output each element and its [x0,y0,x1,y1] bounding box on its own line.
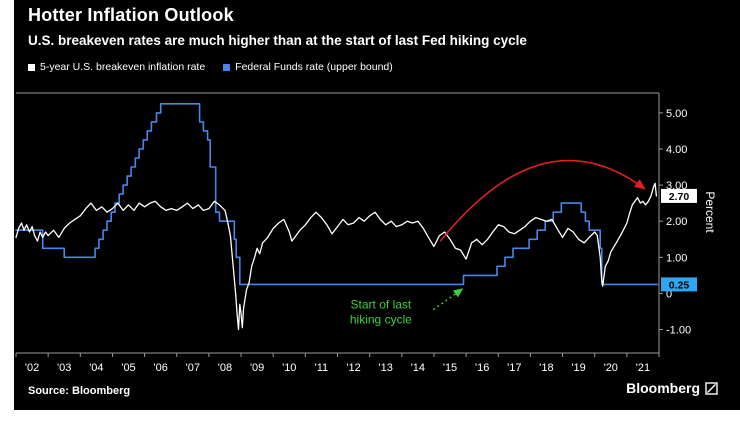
bloomberg-logo: Bloomberg [626,380,726,396]
legend-item-breakeven: 5-year U.S. breakeven inflation rate [28,61,205,73]
value-badge-text: 2.70 [669,191,690,203]
x-tick-label: '15 [443,362,457,374]
x-tick-label: '17 [507,362,521,374]
x-tick-label: '20 [604,362,618,374]
x-tick-label: '09 [250,362,264,374]
value-badge-text: 0.25 [669,279,690,291]
legend-item-fedfunds: Federal Funds rate (upper bound) [223,61,393,73]
x-tick-label: '12 [346,362,360,374]
x-tick-label: '18 [539,362,553,374]
bloomberg-wordmark: Bloomberg [626,380,700,396]
source-label: Source: Bloomberg [28,385,131,397]
x-tick-label: '10 [282,362,296,374]
value-badge [661,277,697,292]
y-tick-label: 4.00 [666,144,687,156]
fedfunds-swatch-icon [223,63,231,71]
hiking-cycle-note: Start of last [351,298,412,312]
y-tick-label: 5.00 [666,108,687,120]
y-axis-title: Percent [703,191,717,233]
x-tick-label: '03 [57,362,71,374]
x-tick-label: '16 [475,362,489,374]
breakeven-swatch-icon [28,63,35,71]
x-tick-label: '04 [89,362,103,374]
hiking-cycle-arrow [432,288,464,311]
x-tick-label: '13 [379,362,393,374]
y-tick-label: 2.00 [666,216,687,228]
breakeven-line [15,182,658,331]
legend-label-breakeven: 5-year U.S. breakeven inflation rate [40,61,206,73]
x-tick-label: '07 [186,362,200,374]
red-arc-annotation [439,159,646,242]
x-tick-label: '19 [571,362,585,374]
hiking-cycle-note: hiking cycle [350,313,412,327]
legend-label-fedfunds: Federal Funds rate (upper bound) [235,61,393,73]
x-tick-label: '06 [154,362,168,374]
x-tick-label: '08 [218,362,232,374]
y-tick-label: 1.00 [666,252,687,264]
chart-title: Hotter Inflation Outlook [28,5,234,25]
x-tick-label: '05 [121,362,135,374]
value-badge [661,188,697,203]
y-tick-label: -1.00 [666,325,691,337]
legend: 5-year U.S. breakeven inflation rate Fed… [28,61,393,73]
bloomberg-logo-icon [705,381,718,395]
x-tick-label: '14 [411,362,425,374]
y-tick-label: 0 [666,288,672,300]
fedfunds-line [15,103,659,286]
x-tick-label: '02 [25,362,39,374]
chart-panel [14,0,740,410]
x-tick-label: '11 [315,362,329,374]
chart-subtitle: U.S. breakeven rates are much higher tha… [28,33,527,48]
x-tick-label: '21 [636,362,650,374]
